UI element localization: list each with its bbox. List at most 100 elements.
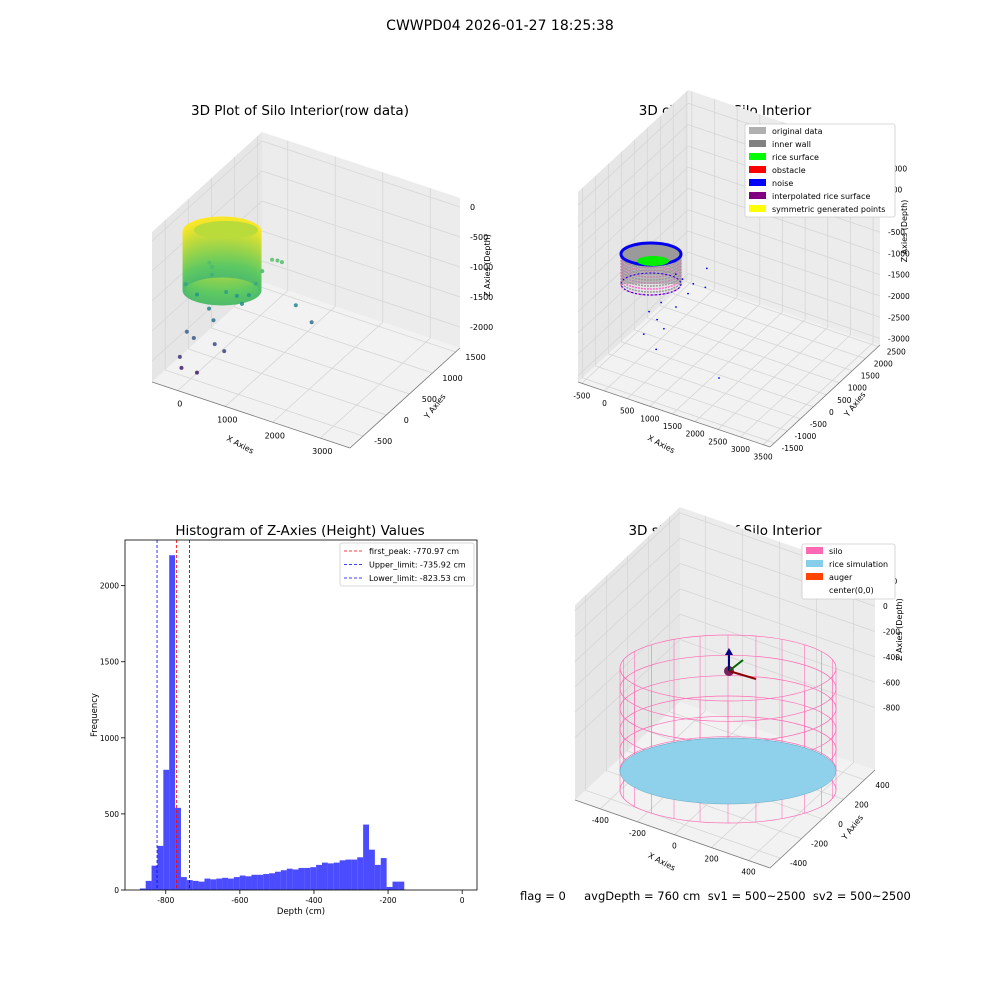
plot1-data-point: [234, 293, 239, 298]
plot1-data-point: [279, 260, 284, 265]
plot3-bar: [257, 874, 264, 890]
plot3-y-tick: 1500: [100, 658, 119, 667]
plot3-bar: [280, 870, 287, 890]
plot3-bar: [369, 849, 375, 890]
plot1-data-point: [239, 301, 244, 306]
plot3-x-tick: -800: [157, 896, 174, 905]
plot4-legend-label: auger: [829, 573, 853, 582]
plot3-bar: [357, 857, 364, 890]
plot2-noise-point: [675, 306, 677, 308]
plot4-z-tick: 0: [883, 602, 888, 611]
plot2-grid: [687, 251, 881, 318]
plot1-data-point: [194, 370, 199, 375]
plot2-grid: [577, 124, 689, 227]
plot3-title: Histogram of Z-Axies (Height) Values: [175, 523, 425, 539]
plot3-y-tick: 2000: [100, 582, 119, 591]
plot3-legend-label: Upper_limit: -735.92 cm: [369, 561, 466, 570]
plot2-z-tick: 1000: [888, 164, 907, 173]
plot3-bar: [374, 864, 381, 890]
plot1-x-tick: 3000: [312, 447, 332, 456]
plot1-grid: [224, 306, 336, 407]
plot1-grid: [234, 306, 433, 374]
plot3-bar: [363, 824, 370, 890]
plot3-bar: [227, 878, 234, 890]
status-footer: flag = 0 avgDepth = 760 cm sv1 = 500~250…: [520, 889, 911, 903]
plot2-legend-label: obstacle: [772, 166, 806, 175]
plot1-data-point: [275, 258, 280, 263]
plot3-y-tick: 0: [114, 886, 119, 895]
plot4-y-tick: 400: [875, 781, 890, 790]
plot3-bar: [274, 871, 281, 890]
plot1-grid: [151, 140, 263, 242]
plot2-legend-swatch: [749, 179, 766, 186]
plot2-x-tick: 0: [602, 399, 607, 408]
plot3-frame: [124, 539, 478, 891]
plot1-grid: [261, 260, 461, 328]
plot2-legend-label: inner wall: [772, 140, 811, 149]
plot2-noise-point: [718, 377, 720, 379]
plot1-grid: [261, 170, 461, 238]
plot3-legend-box: [339, 542, 475, 587]
plot2-x-tick: 1500: [663, 422, 682, 431]
plot2-noise-point: [656, 318, 659, 321]
plot4-grid: [574, 613, 681, 713]
plot2-grid: [660, 305, 853, 372]
plot3-bar: [386, 886, 393, 890]
plot1-z-tick: -2000: [470, 323, 493, 332]
plot1-wall-ring: [182, 274, 262, 306]
plot2-grid: [687, 230, 881, 297]
plot1-data-point: [207, 306, 212, 311]
plot2-legend-swatch: [749, 205, 766, 212]
plot3-legend-label: first_peak: -770.97 cm: [369, 547, 459, 556]
plot2-grid: [673, 293, 866, 360]
plot3-bar: [175, 807, 181, 890]
plot4-auger-y: [728, 659, 744, 672]
plot4-grid: [574, 563, 681, 662]
plot1-floor-pane: [152, 282, 460, 448]
plot1-back-pane: [262, 132, 460, 348]
plot3-bar: [380, 858, 387, 890]
plot4-silo-ring: [619, 634, 837, 702]
plot4-y-tick: -200: [811, 840, 828, 849]
plot1-grid: [261, 230, 461, 298]
plot4-legend-swatch: [806, 547, 823, 554]
plot4-legend-swatch: [806, 573, 823, 580]
plot2-noise-point: [660, 301, 663, 304]
plot2-x-tick: 1000: [640, 414, 659, 423]
plot2-legend-label: interpolated rice surface: [772, 192, 870, 201]
plot2-legend-label: symmetric generated points: [772, 205, 885, 214]
plot2-grid: [687, 209, 881, 276]
plot3-bar: [269, 873, 275, 890]
plot4-grid: [574, 512, 681, 612]
plot1-data-point: [183, 282, 188, 287]
plot1-y-tick: -500: [374, 437, 392, 446]
plot4-grid: [574, 537, 681, 637]
plot4-y-axis-line: [769, 769, 876, 869]
plot1-grid: [261, 140, 461, 208]
plot2-grid: [577, 166, 689, 270]
plot2-y-tick: -500: [810, 420, 827, 429]
plot2-grid: [687, 188, 881, 254]
plot2-y-axis-line: [769, 344, 881, 448]
plot2-z-tick: -1000: [888, 249, 910, 258]
plot2-grid: [577, 103, 689, 206]
plot3-bar: [239, 875, 246, 890]
plot4-z-tick: -200: [883, 628, 900, 637]
plot2-grid: [686, 281, 879, 348]
plot3-bar: [145, 880, 152, 890]
plot2-noise-point: [681, 278, 684, 281]
plot3-bar: [316, 864, 322, 890]
plot2-grid: [687, 273, 881, 339]
plot2-z-tick: -2000: [888, 292, 910, 301]
plot1-x-axis-line: [151, 381, 351, 449]
plot2-y-tick: 1500: [861, 372, 880, 381]
plot2-grid: [577, 145, 689, 249]
plot1-data-point: [293, 303, 298, 308]
plot3-bar: [310, 867, 317, 890]
plot2-grid: [634, 329, 827, 396]
plot3-legend: [339, 542, 475, 587]
plot4-z-tick: -800: [883, 704, 900, 713]
plot2-y-tick: 0: [829, 408, 834, 417]
plot2-legend-swatch: [749, 140, 766, 147]
plot4-y-tick: -400: [790, 859, 807, 868]
